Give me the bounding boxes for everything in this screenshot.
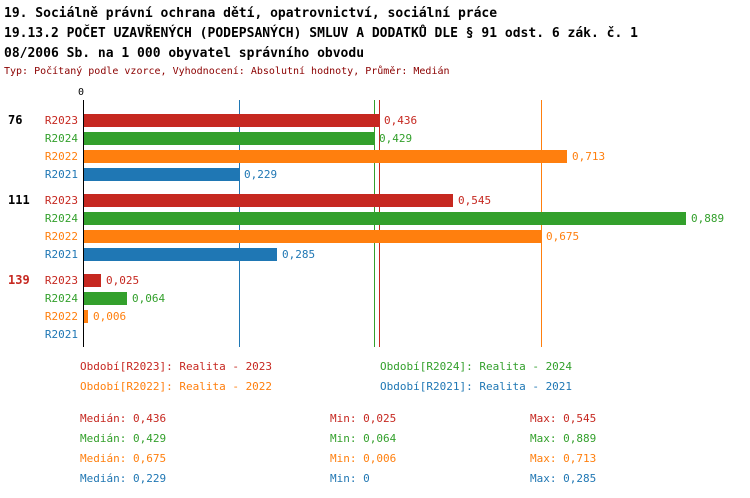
stat-max-r2021: Max: 0,285 xyxy=(530,472,597,485)
stat-median-r2023: Medián: 0,436 xyxy=(80,412,167,425)
legend-item-r2024: Období[R2024]: Realita - 2024 xyxy=(380,360,573,373)
bar-value-label: 0,889 xyxy=(691,212,725,225)
bar-value-label: 0,285 xyxy=(282,248,316,261)
bar-r2022 xyxy=(84,230,541,243)
bar-r2021 xyxy=(84,168,239,181)
bar-r2024 xyxy=(84,212,686,225)
x-axis-zero-label: 0 xyxy=(78,87,85,98)
stat-max-r2023: Max: 0,545 xyxy=(530,412,597,425)
row-label-r2022: R2022 xyxy=(44,230,78,243)
bar-value-label: 0,713 xyxy=(572,150,606,163)
bar-r2021 xyxy=(84,248,277,261)
chart-title-line-3: 08/2006 Sb. na 1 000 obyvatel správního … xyxy=(4,46,365,61)
row-label-r2023: R2023 xyxy=(44,194,78,207)
chart-stats: Medián: 0,436 Min: 0,025 Max: 0,545 Medián:… xyxy=(0,412,750,494)
row-label-r2024: R2024 xyxy=(44,212,78,225)
horizontal-bar-chart: 0 76 R2023 0,436 R2024 0,429 R2022 0,713 R2021 0,… xyxy=(0,88,750,352)
row-label-r2021: R2021 xyxy=(44,248,78,261)
stat-max-r2024: Max: 0,889 xyxy=(530,432,597,445)
stat-median-r2024: Medián: 0,429 xyxy=(80,432,167,445)
row-label-r2023: R2023 xyxy=(44,114,78,127)
stat-min-r2024: Min: 0,064 xyxy=(330,432,397,445)
bar-value-label: 0,675 xyxy=(546,230,580,243)
row-label-r2023: R2023 xyxy=(44,274,78,287)
row-label-r2022: R2022 xyxy=(44,310,78,323)
bar-value-label: 0,025 xyxy=(106,274,140,287)
group-label: 111 xyxy=(8,193,30,207)
bar-r2022 xyxy=(84,150,567,163)
stat-max-r2022: Max: 0,713 xyxy=(530,452,597,465)
bar-r2023 xyxy=(84,194,453,207)
stat-min-r2023: Min: 0,025 xyxy=(330,412,397,425)
bar-value-label: 0,006 xyxy=(93,310,127,323)
chart-title-line-2: 19.13.2 POČET UZAVŘENÝCH (PODEPSANÝCH) S… xyxy=(4,26,638,41)
bar-r2024 xyxy=(84,292,127,305)
row-label-r2021: R2021 xyxy=(44,328,78,341)
chart-header: 19. Sociálně právní ochrana dětí, opatro… xyxy=(4,4,638,80)
stat-median-r2021: Medián: 0,229 xyxy=(80,472,167,485)
bar-value-label: 0,545 xyxy=(458,194,492,207)
bar-r2023 xyxy=(84,274,101,287)
y-axis-line xyxy=(83,100,84,347)
bar-r2024 xyxy=(84,132,374,145)
bar-r2022 xyxy=(84,310,88,323)
stat-min-r2022: Min: 0,006 xyxy=(330,452,397,465)
bar-value-label: 0,436 xyxy=(384,114,418,127)
bar-value-label: 0,064 xyxy=(132,292,166,305)
bar-value-label: 0,429 xyxy=(379,132,413,145)
chart-title-line-1: 19. Sociálně právní ochrana dětí, opatro… xyxy=(4,6,498,21)
legend-item-r2021: Období[R2021]: Realita - 2021 xyxy=(380,380,573,393)
chart-legend: Období[R2023]: Realita - 2023 Období[R202… xyxy=(0,360,750,404)
group-label: 139 xyxy=(8,273,30,287)
row-label-r2024: R2024 xyxy=(44,132,78,145)
legend-item-r2023: Období[R2023]: Realita - 2023 xyxy=(80,360,273,373)
row-label-r2024: R2024 xyxy=(44,292,78,305)
chart-meta: Typ: Počítaný podle vzorce, Vyhodnocení:… xyxy=(4,66,450,77)
row-label-r2022: R2022 xyxy=(44,150,78,163)
bar-r2023 xyxy=(84,114,379,127)
stat-min-r2021: Min: 0 xyxy=(330,472,370,485)
group-label: 76 xyxy=(8,113,23,127)
stat-median-r2022: Medián: 0,675 xyxy=(80,452,167,465)
bar-value-label: 0,229 xyxy=(244,168,278,181)
row-label-r2021: R2021 xyxy=(44,168,78,181)
legend-item-r2022: Období[R2022]: Realita - 2022 xyxy=(80,380,273,393)
